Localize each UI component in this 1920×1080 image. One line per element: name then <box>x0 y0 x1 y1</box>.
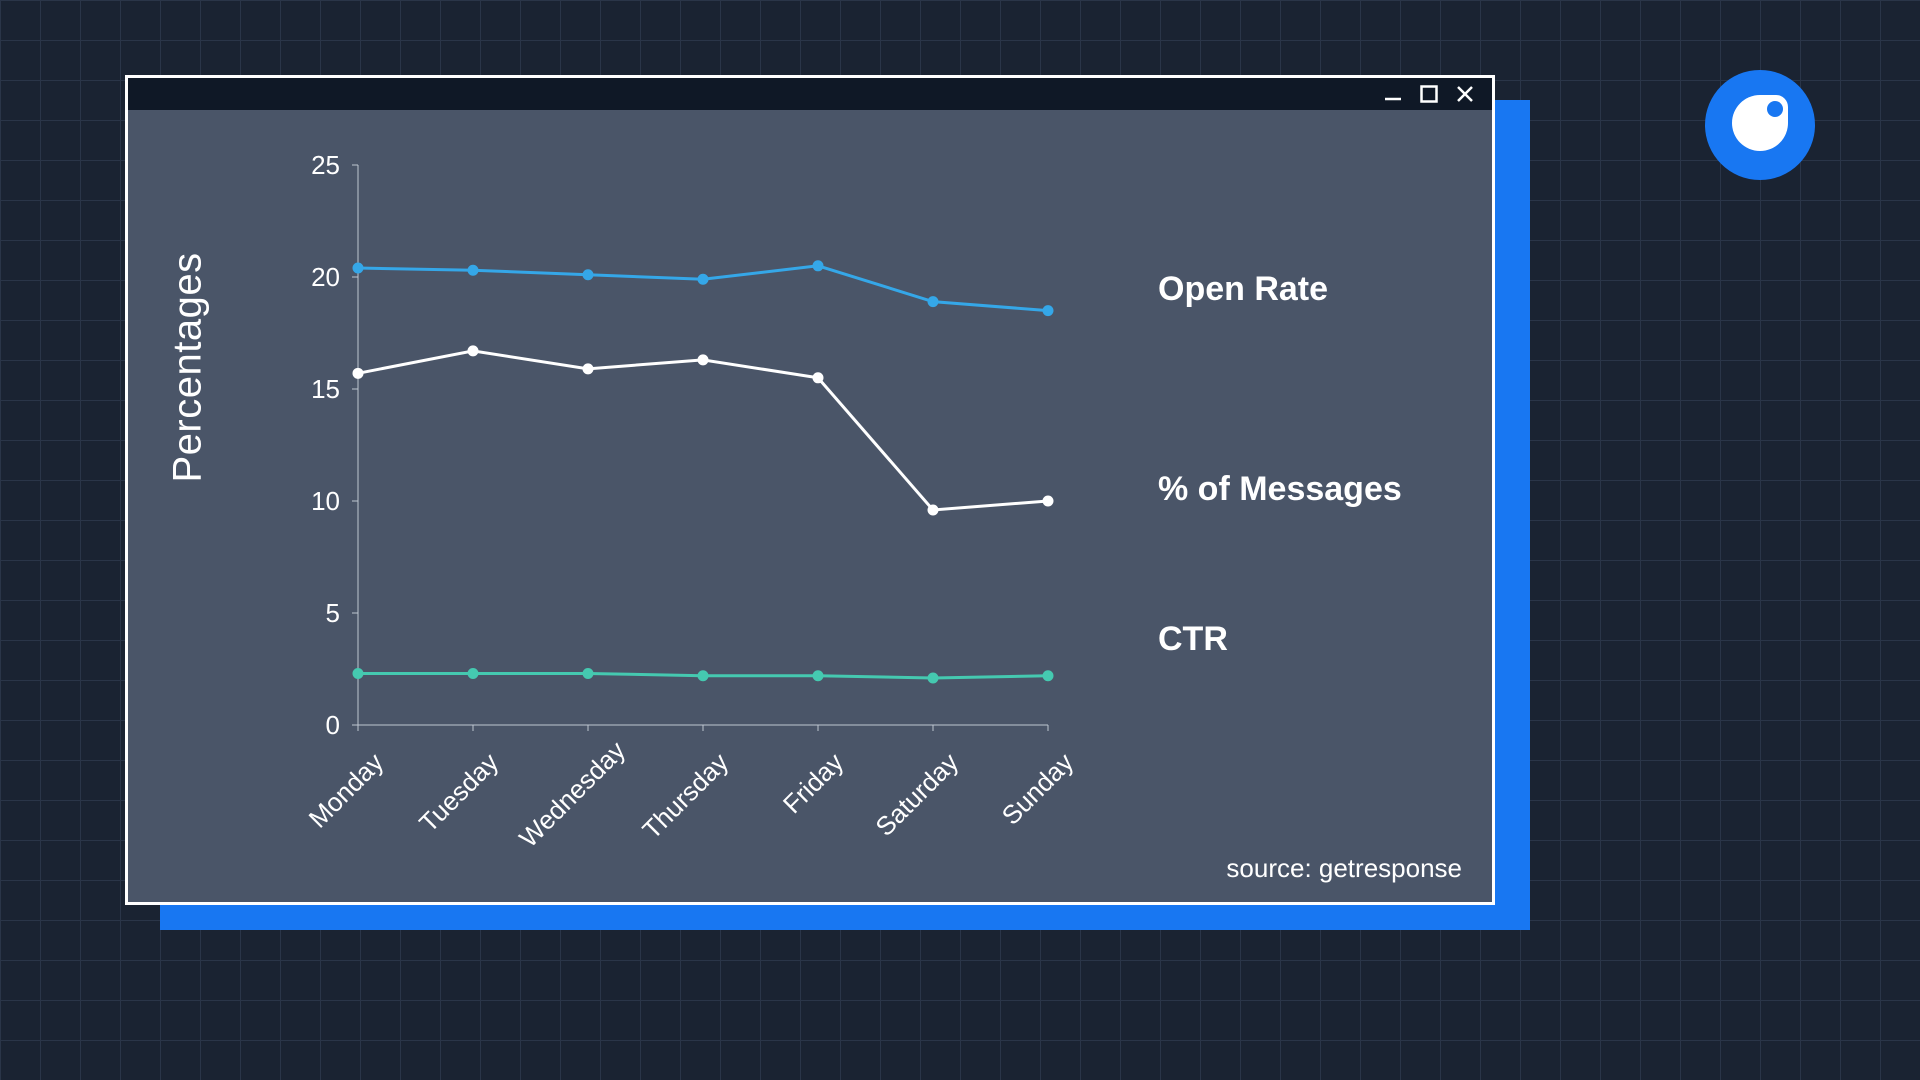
series-point <box>353 368 363 378</box>
series-point <box>1043 496 1053 506</box>
series-point <box>698 671 708 681</box>
y-tick-label: 10 <box>290 486 340 517</box>
series-point <box>928 673 938 683</box>
series-point <box>813 671 823 681</box>
close-icon[interactable] <box>1456 85 1474 103</box>
series-line-open-rate <box>358 266 1048 311</box>
series-point <box>583 668 593 678</box>
series-point <box>583 364 593 374</box>
chart-window: Percentages 0510152025MondayTuesdayWedne… <box>125 75 1495 905</box>
y-tick-label: 5 <box>290 598 340 629</box>
y-tick-label: 20 <box>290 262 340 293</box>
series-point <box>353 668 363 678</box>
series-point <box>468 265 478 275</box>
series-point <box>813 261 823 271</box>
legend-label-ctr: CTR <box>1158 620 1228 659</box>
window-titlebar <box>128 78 1492 110</box>
series-point <box>928 505 938 515</box>
maximize-icon[interactable] <box>1420 85 1438 103</box>
series-point <box>813 373 823 383</box>
series-point <box>468 668 478 678</box>
series-point <box>583 270 593 280</box>
y-tick-label: 25 <box>290 150 340 181</box>
legend-label-open-rate: Open Rate <box>1158 270 1328 309</box>
series-line--of-messages <box>358 351 1048 510</box>
y-tick-label: 15 <box>290 374 340 405</box>
minimize-icon[interactable] <box>1384 85 1402 103</box>
series-point <box>698 355 708 365</box>
series-point <box>1043 671 1053 681</box>
y-tick-label: 0 <box>290 710 340 741</box>
series-point <box>928 297 938 307</box>
brand-logo <box>1705 70 1815 180</box>
series-point <box>1043 306 1053 316</box>
series-point <box>468 346 478 356</box>
legend-label--of-messages: % of Messages <box>1158 470 1402 509</box>
series-point <box>353 263 363 273</box>
source-attribution: source: getresponse <box>1226 853 1462 884</box>
chart-area: Percentages 0510152025MondayTuesdayWedne… <box>128 110 1492 902</box>
series-point <box>698 274 708 284</box>
